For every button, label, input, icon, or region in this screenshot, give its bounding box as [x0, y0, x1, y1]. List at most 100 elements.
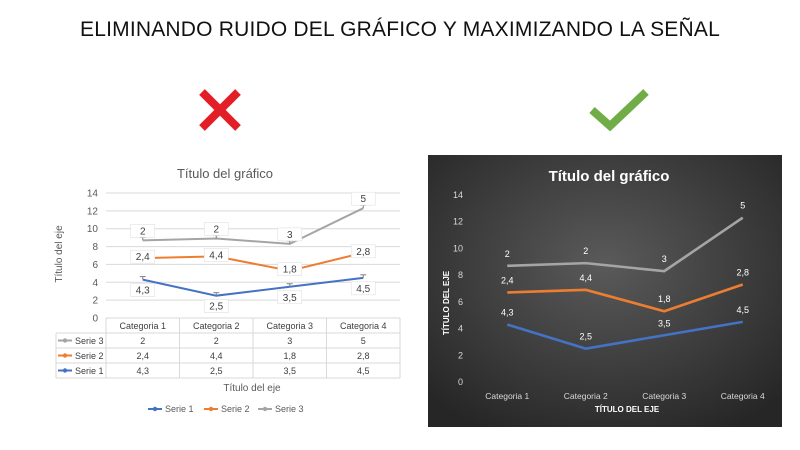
right-chart-series-lines: [506, 216, 744, 350]
data-label-box: [203, 248, 229, 262]
x-tick-label: Categoria 1: [485, 391, 529, 401]
left-chart: Título del gráfico Título del eje 0 2 4 6 8 1…: [54, 166, 401, 414]
left-chart-data-table: Categoria 1 Categoria 2 Categoria 3 Categor…: [55, 318, 401, 379]
data-label: 4,4: [209, 250, 223, 261]
cross-icon: [199, 89, 241, 131]
x-tick-label: Categoria 2: [193, 321, 240, 331]
series-line-3: [507, 216, 744, 273]
legend-entry: Serie 3: [275, 404, 304, 414]
table-cell: 4,4: [210, 351, 223, 361]
y-tick-label: 10: [87, 224, 99, 235]
left-chart-title: Título del gráfico: [177, 166, 273, 181]
data-label: 3: [287, 230, 293, 241]
x-tick-label: Categoria 3: [642, 391, 686, 401]
data-label-box: [350, 281, 376, 296]
y-tick-label: 4: [92, 278, 98, 289]
data-label-box: [277, 262, 303, 276]
right-chart-x-ticks: Categoria 1 Categoria 2 Categoria 3 Categor…: [485, 391, 765, 401]
data-label: 3,5: [283, 293, 297, 304]
data-label: 5: [360, 194, 366, 205]
data-label: 4,3: [136, 286, 150, 297]
data-label: 5: [740, 201, 745, 211]
table-series-name: Serie 1: [75, 366, 104, 376]
series-line-3: [142, 207, 364, 245]
right-chart-y-axis-title: TÍTULO DEL EJE: [442, 270, 451, 335]
table-cell: 3: [287, 336, 292, 346]
table-cell: 2: [214, 336, 219, 346]
table-cell: 2,5: [210, 366, 223, 376]
table-cell: 4,5: [357, 366, 370, 376]
data-label-box: [130, 224, 156, 238]
data-label: 2,4: [136, 252, 150, 263]
y-tick-label: 12: [87, 206, 99, 217]
data-label: 3,5: [658, 318, 671, 328]
data-label-box: [203, 299, 229, 313]
series-line-2: [507, 283, 744, 313]
table-legend-marker: [62, 353, 68, 358]
x-tick-label: Categoria 3: [266, 321, 313, 331]
x-tick-label: Categoria 4: [721, 391, 765, 401]
data-label: 4,5: [736, 305, 749, 315]
y-tick-label: 0: [92, 314, 98, 325]
left-chart-y-axis-title: Título del eje: [54, 225, 65, 283]
data-label-box: [130, 283, 156, 297]
y-tick-label: 6: [458, 297, 463, 307]
data-label: 1,8: [658, 294, 671, 304]
legend-marker: [152, 406, 158, 412]
data-label-box: [203, 222, 229, 236]
left-chart-y-ticks: 0 2 4 6 8 10 12 14: [87, 189, 99, 325]
left-chart-x-axis-title: Título del eje: [223, 383, 281, 394]
data-label-box: [277, 290, 303, 305]
y-tick-label: 2: [92, 296, 98, 307]
right-chart-data-labels: 4,3 2,5 3,5 4,5 2,4 4,4 1,8 2,8 2 2 3 5: [501, 201, 749, 342]
table-cell: 4,3: [136, 366, 149, 376]
data-label: 2,4: [501, 276, 514, 286]
data-label: 4,4: [579, 273, 592, 283]
legend-entry: Serie 1: [165, 404, 194, 414]
series-line-2: [142, 251, 364, 272]
data-label: 3: [662, 254, 667, 264]
y-tick-label: 8: [458, 270, 463, 280]
legend-entry: Serie 2: [221, 404, 250, 414]
table-cell: 2,8: [357, 351, 370, 361]
x-tick-label: Categoria 2: [564, 391, 608, 401]
y-tick-label: 14: [87, 189, 99, 200]
data-label-box: [130, 249, 156, 264]
legend-marker: [208, 406, 214, 412]
y-tick-label: 10: [453, 243, 463, 253]
check-icon: [589, 89, 649, 132]
data-label: 2,8: [736, 267, 749, 277]
x-tick-label: Categoria 4: [340, 321, 387, 331]
data-label: 2,8: [356, 247, 370, 258]
table-series-name: Serie 3: [75, 336, 104, 346]
data-label: 4,3: [501, 308, 514, 318]
y-tick-label: 14: [453, 190, 463, 200]
headline: ELIMINANDO RUIDO DEL GRÁFICO Y MAXIMIZAN…: [80, 18, 720, 41]
right-chart-x-axis-title: TÍTULO DEL EJE: [595, 405, 660, 414]
legend-marker: [262, 406, 268, 412]
data-label: 2,5: [209, 302, 223, 313]
data-label: 2: [505, 249, 510, 259]
table-cell: 2,4: [136, 351, 149, 361]
left-chart-data-labels: 4,3 2,5 3,5 4,5 2,4 4,4 1,8 2,8 2 2 3 5: [130, 191, 376, 313]
y-tick-label: 2: [458, 350, 463, 360]
data-label-box: [277, 227, 303, 242]
table-legend-marker: [62, 368, 68, 373]
right-chart-background: [428, 155, 782, 427]
series-line-1: [142, 276, 364, 297]
y-tick-label: 0: [458, 377, 463, 387]
series-line-1: [506, 320, 743, 350]
table-cell: 5: [361, 336, 366, 346]
x-tick-label: Categoria 1: [119, 321, 166, 331]
right-chart-title: Título del gráfico: [549, 168, 670, 185]
table-cell: 3,5: [283, 366, 296, 376]
table-cell: 1,8: [283, 351, 296, 361]
data-label: 4,5: [356, 284, 370, 295]
right-chart: Título del gráfico TÍTULO DEL EJE 0 2 4 6 8 1…: [428, 155, 782, 427]
y-tick-label: 4: [458, 324, 463, 334]
data-label-box: [350, 244, 376, 259]
data-label: 1,8: [283, 265, 297, 276]
data-label: 2,5: [579, 332, 592, 342]
table-cell: 2: [140, 336, 145, 346]
table-legend-marker: [62, 338, 68, 343]
